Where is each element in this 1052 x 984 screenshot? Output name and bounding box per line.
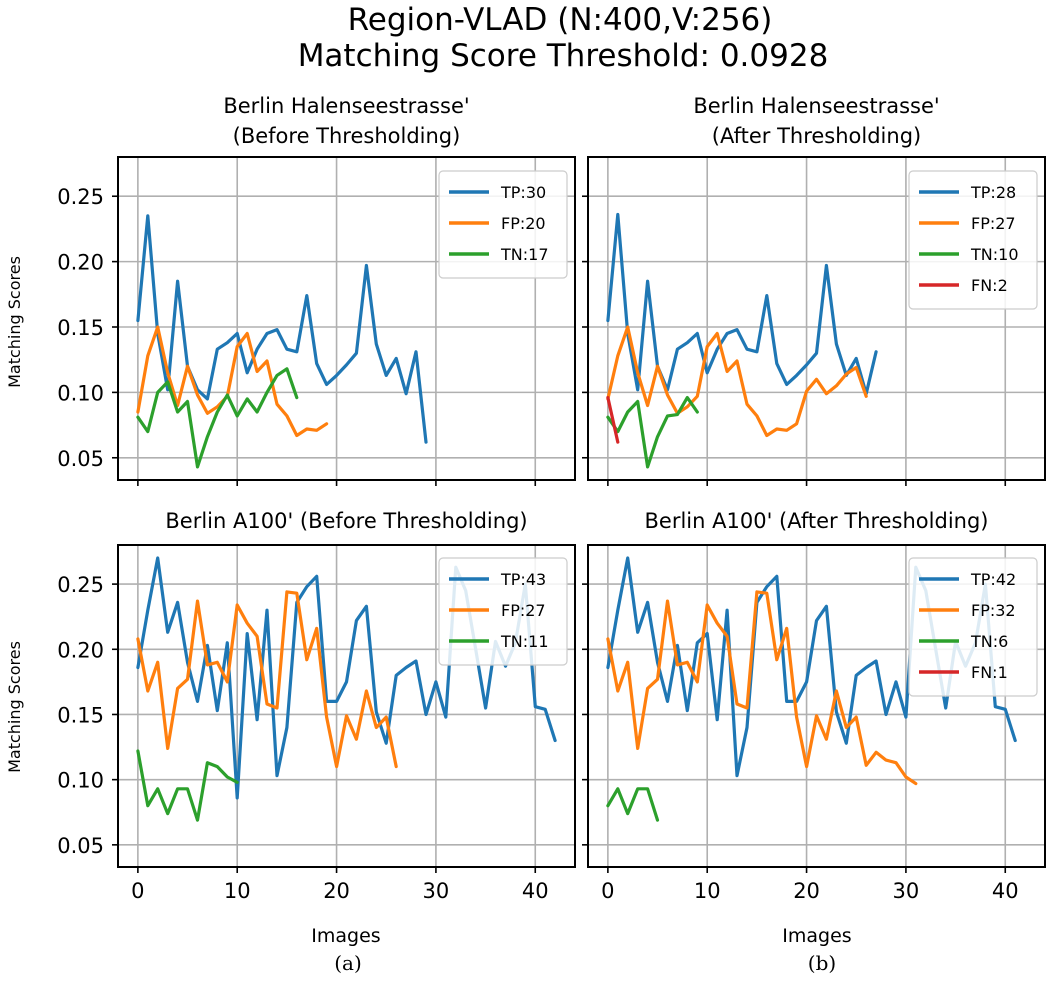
legend-label: FP:27	[971, 214, 1016, 233]
series-line-tp	[136, 214, 428, 444]
y-tick-label: 0.20	[57, 251, 104, 275]
legend-box	[438, 557, 568, 666]
y-tick-label: 0.05	[57, 834, 104, 858]
axes-frame	[587, 544, 1046, 868]
panel-title-2: (Before Thresholding)	[233, 124, 461, 148]
legend-label: TN:6	[970, 632, 1008, 651]
legend-label: TN:11	[500, 632, 549, 651]
panel-title-1: Berlin Halenseestrasse'	[223, 94, 469, 118]
y-tick-label: 0.25	[57, 573, 104, 597]
x-tick-label: 20	[793, 879, 820, 903]
panel-title-1: Berlin A100' (Before Thresholding)	[165, 509, 527, 533]
legend: TP:30 FP:20 TN:17	[438, 170, 568, 279]
x-tick-label: 20	[323, 879, 350, 903]
y-tick-label: 0.15	[57, 703, 104, 727]
x-axis-label-right: Images	[782, 925, 851, 947]
y-axis-label-top: Matching Scores	[5, 256, 24, 388]
series-line-fp	[136, 325, 329, 438]
panel-title-1: Berlin A100' (After Thresholding)	[645, 509, 989, 533]
x-tick-label: 30	[423, 879, 450, 903]
legend-label: TN:10	[970, 245, 1019, 264]
series-line-fn	[606, 396, 620, 444]
series-line-fp	[606, 590, 918, 786]
y-tick-label: 0.10	[57, 769, 104, 793]
y-tick-label: 0.25	[57, 185, 104, 209]
sublabel-b: (b)	[808, 951, 836, 975]
y-axis-label-bottom: Matching Scores	[5, 641, 24, 773]
legend-label: FP:27	[501, 601, 546, 620]
figure-title-line1: Region-VLAD (N:400,V:256)	[348, 2, 773, 38]
figure-title-line2: Matching Score Threshold: 0.0928	[298, 38, 829, 74]
series-line-fp	[606, 325, 868, 438]
chart-panel-4: Berlin A100' (After Thresholding) 0 10 20 30…	[582, 509, 1046, 903]
panel-title-1: Berlin Halenseestrasse'	[693, 94, 939, 118]
x-tick-label: 10	[224, 879, 251, 903]
legend: TP:28 FP:27 TN:10 FN:2	[908, 170, 1038, 310]
legend-box	[908, 170, 1038, 310]
legend-label: TP:42	[970, 570, 1016, 589]
axes-frame	[587, 156, 1046, 481]
series-line-tn	[136, 749, 239, 822]
legend: TP:42 FP:32 TN:6 FN:1	[908, 557, 1038, 697]
legend-label: TP:30	[500, 183, 546, 202]
series-line-tn	[136, 367, 299, 469]
y-tick-label: 0.15	[57, 316, 104, 340]
chart-panel-1: Berlin Halenseestrasse' (Before Threshold…	[57, 94, 576, 486]
y-tick-label: 0.20	[57, 638, 104, 662]
panel-title-2: (After Thresholding)	[712, 124, 921, 148]
series-line-tn	[606, 787, 660, 822]
legend-label: TP:43	[500, 570, 546, 589]
legend-label: FP:20	[501, 214, 546, 233]
series-line-tn	[606, 396, 699, 469]
x-tick-label: 30	[893, 879, 920, 903]
axes-frame	[117, 544, 576, 868]
chart-panel-3: Berlin A100' (Before Thresholding) 0 10 20 3…	[57, 509, 576, 903]
axes-frame	[117, 156, 576, 481]
legend: TP:43 FP:27 TN:11	[438, 557, 568, 666]
x-axis-label-left: Images	[311, 925, 380, 947]
y-tick-label: 0.10	[57, 381, 104, 405]
x-tick-label: 10	[694, 879, 721, 903]
legend-label: TP:28	[970, 183, 1016, 202]
series-line-fp	[136, 590, 398, 769]
y-tick-label: 0.05	[57, 447, 104, 471]
legend-box	[908, 557, 1038, 697]
x-tick-label: 0	[601, 879, 614, 903]
legend-box	[438, 170, 568, 279]
chart-panel-2: Berlin Halenseestrasse' (After Thresholdi…	[582, 94, 1046, 486]
x-tick-label: 40	[522, 879, 549, 903]
x-tick-label: 0	[131, 879, 144, 903]
x-tick-label: 40	[992, 879, 1019, 903]
legend-label: FN:2	[971, 276, 1008, 295]
legend-label: FP:32	[971, 601, 1016, 620]
legend-label: TN:17	[500, 245, 549, 264]
series-line-tp	[136, 556, 557, 800]
series-line-tp	[606, 212, 878, 396]
legend-label: FN:1	[971, 663, 1008, 682]
sublabel-a: (a)	[334, 951, 362, 975]
